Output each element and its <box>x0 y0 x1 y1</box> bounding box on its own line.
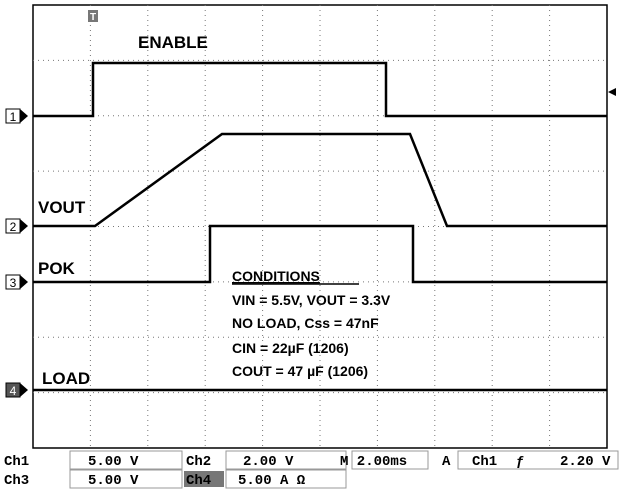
conditions-title: CONDITIONS <box>232 268 320 284</box>
load-label: LOAD <box>42 369 90 388</box>
trigger-level: 2.20 V <box>560 454 611 470</box>
channel-markers: 1 2 3 4 <box>5 108 28 398</box>
vout-trace <box>33 132 607 228</box>
trigger-marker: T <box>90 12 96 23</box>
ch1-marker: 1 <box>10 110 17 124</box>
time-scale: M 2.00ms <box>340 454 407 470</box>
trigger-level-arrow <box>608 88 616 96</box>
enable-trace <box>33 61 607 118</box>
ch2-marker: 2 <box>10 220 17 234</box>
pok-label: POK <box>38 259 76 278</box>
ch2-scale: 2.00 V <box>243 454 294 470</box>
ch3-scale: 5.00 V <box>88 473 139 489</box>
condition-line: COUT = 47 µF (1206) <box>232 363 368 379</box>
trigger-edge: ƒ <box>516 454 524 470</box>
trigger-source: Ch1 <box>472 454 497 470</box>
trigger-marker-box <box>88 10 98 22</box>
condition-line: NO LOAD, Css = 47nF <box>232 315 379 331</box>
ch4-marker: 4 <box>10 384 17 398</box>
ch1-label: Ch1 <box>4 454 29 470</box>
ch1-scale: 5.00 V <box>88 454 139 470</box>
pok-trace <box>33 224 607 284</box>
enable-label: ENABLE <box>138 33 208 52</box>
trigger-mode: A <box>442 454 451 470</box>
ch4-label: Ch4 <box>186 473 211 489</box>
ch3-label: Ch3 <box>4 473 29 489</box>
status-bar: Ch1 5.00 V Ch2 2.00 V M 2.00ms A Ch1 ƒ 2… <box>4 450 619 489</box>
condition-line: CIN = 22µF (1206) <box>232 340 349 356</box>
ch2-label: Ch2 <box>186 454 211 470</box>
ch4-scale: 5.00 A Ω <box>238 473 306 489</box>
ch3-marker: 3 <box>10 276 17 290</box>
vout-label: VOUT <box>38 198 86 217</box>
condition-line: VIN = 5.5V, VOUT = 3.3V <box>232 292 391 308</box>
